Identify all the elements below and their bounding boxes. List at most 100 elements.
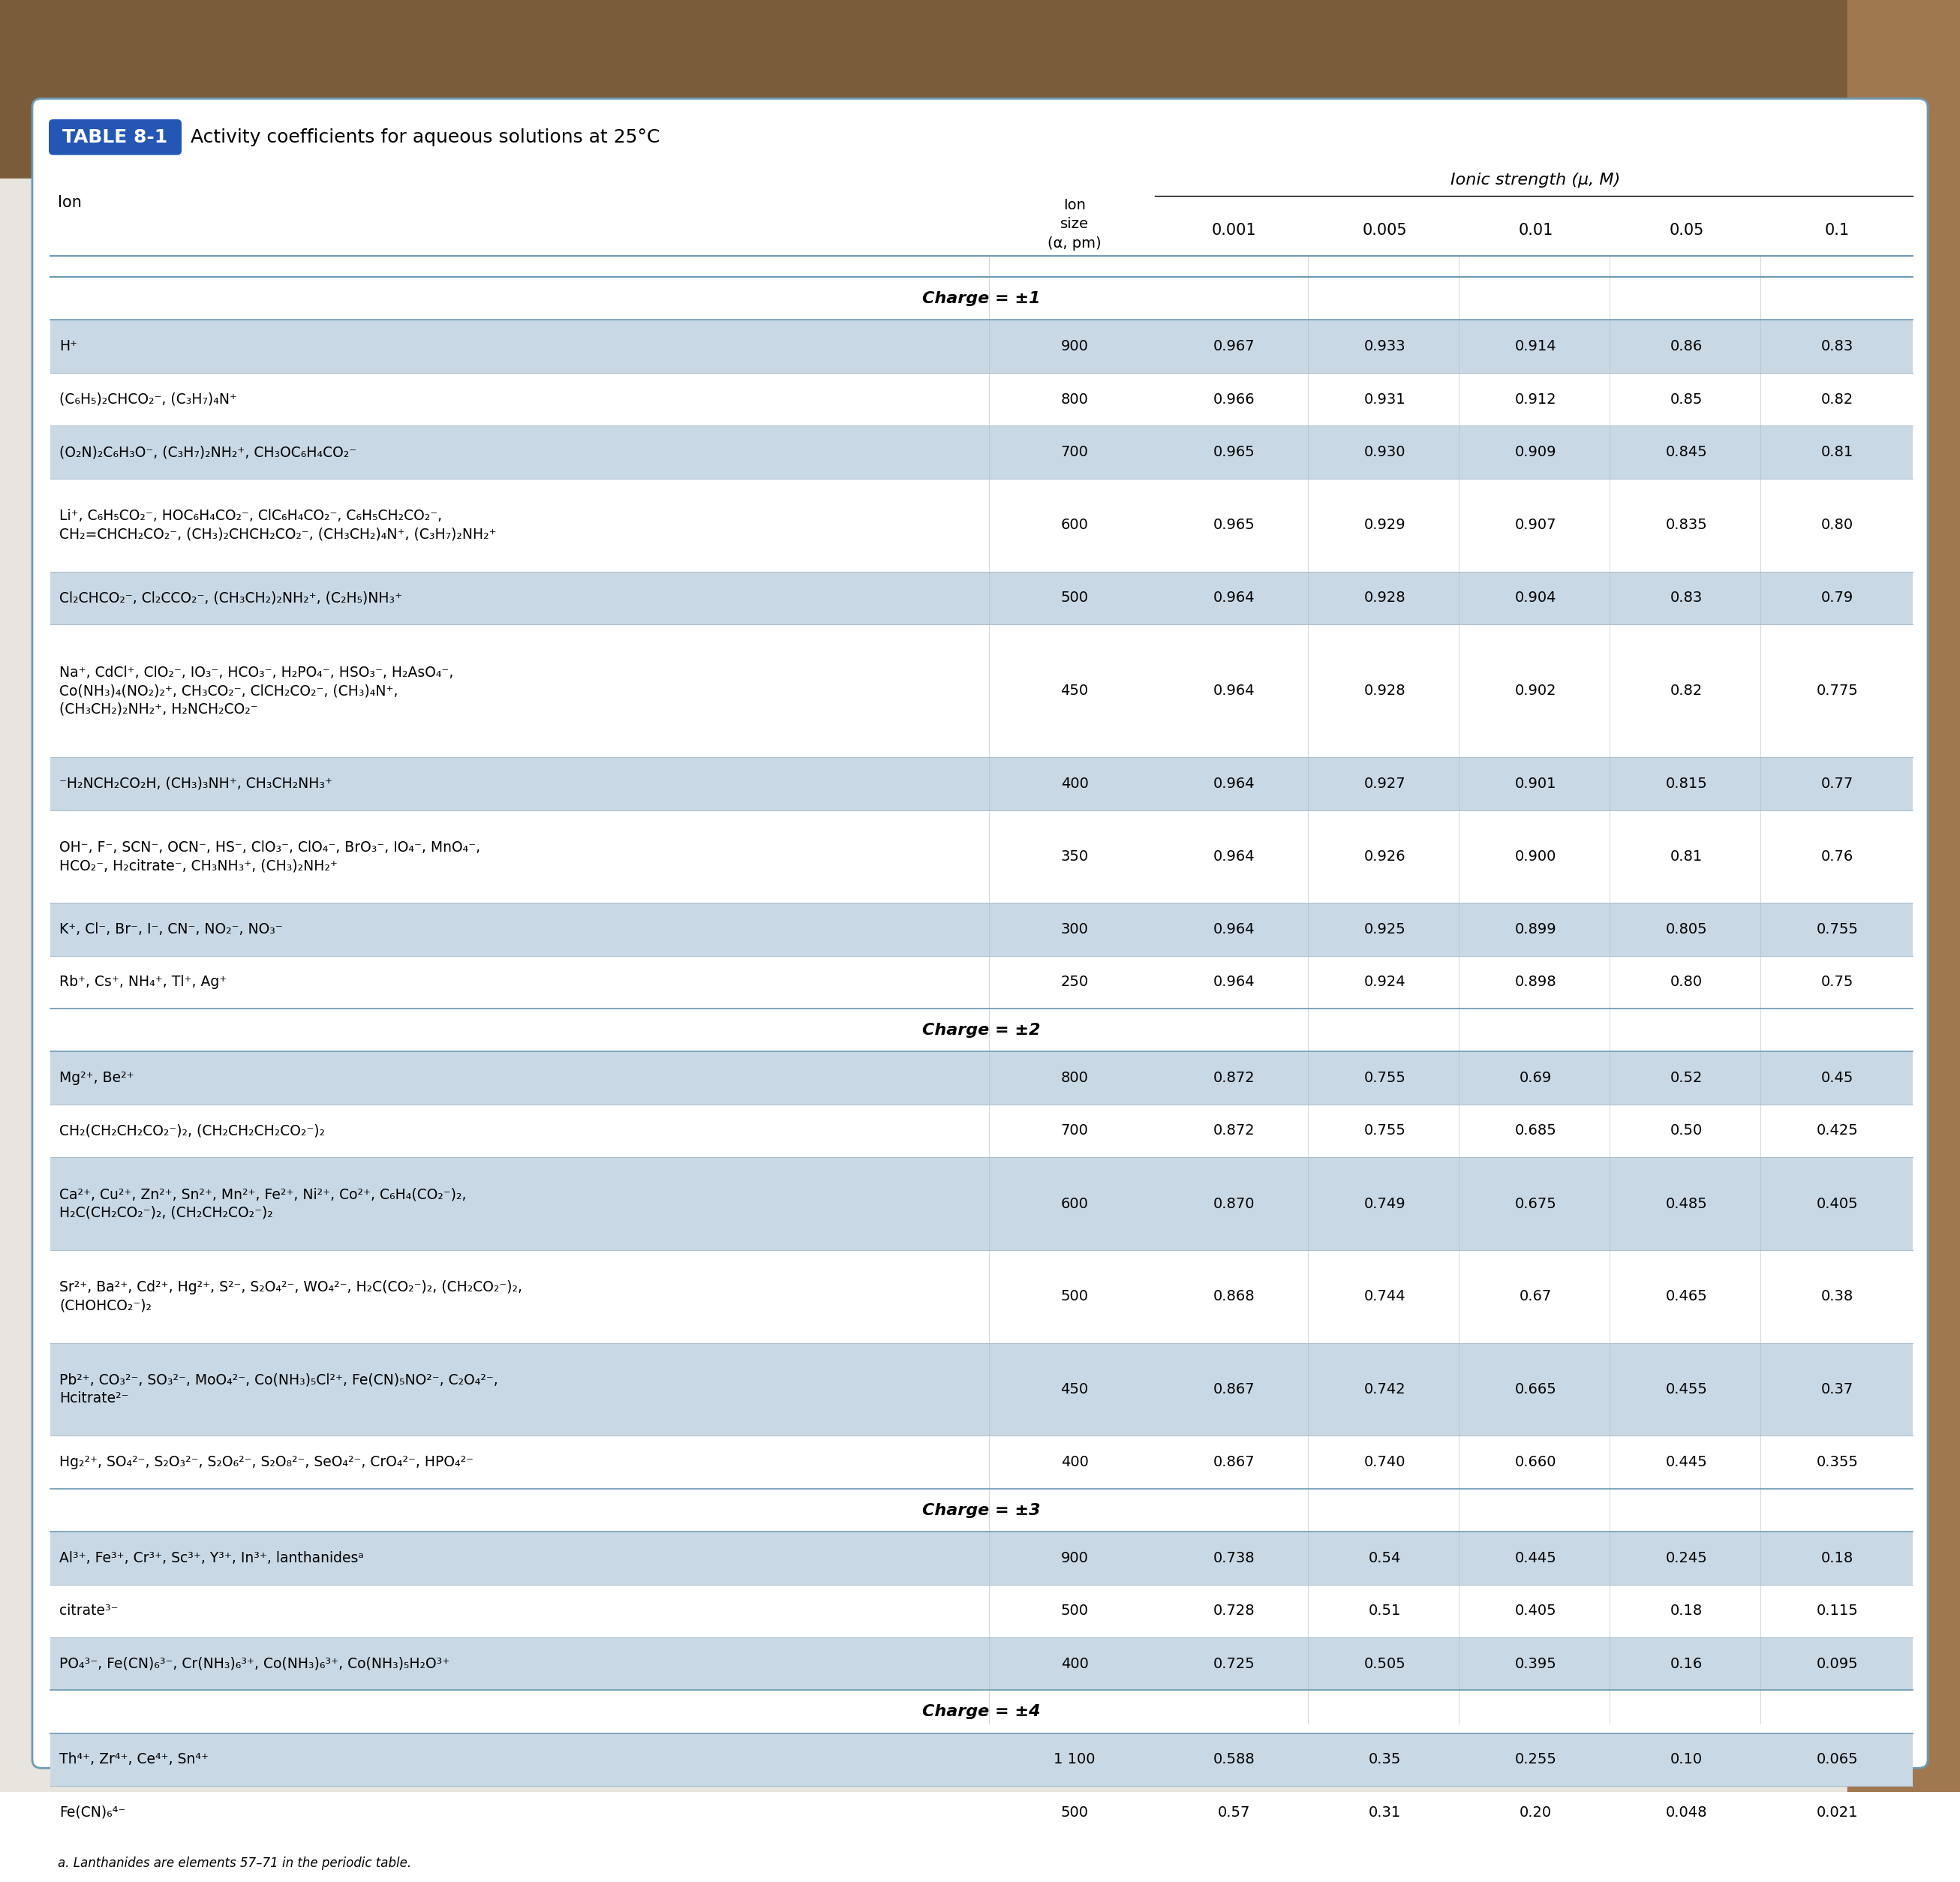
- Bar: [51, 320, 1913, 373]
- Text: 0.912: 0.912: [1515, 391, 1556, 407]
- Text: 0.05: 0.05: [1670, 222, 1703, 237]
- Text: 0.69: 0.69: [1519, 1071, 1552, 1086]
- Text: 0.835: 0.835: [1666, 518, 1707, 533]
- Text: 0.933: 0.933: [1364, 339, 1405, 354]
- Text: 0.742: 0.742: [1364, 1381, 1405, 1396]
- Text: size: size: [1060, 216, 1090, 231]
- Text: 0.900: 0.900: [1515, 849, 1556, 864]
- Text: 0.930: 0.930: [1364, 444, 1405, 459]
- Text: 0.738: 0.738: [1213, 1551, 1254, 1566]
- Bar: [51, 1009, 1913, 1052]
- Text: 0.965: 0.965: [1213, 518, 1254, 533]
- Text: 0.31: 0.31: [1368, 1805, 1401, 1820]
- Text: 0.38: 0.38: [1821, 1289, 1854, 1304]
- Text: 700: 700: [1060, 444, 1088, 459]
- Text: 0.588: 0.588: [1213, 1752, 1254, 1767]
- Text: 400: 400: [1060, 777, 1088, 790]
- Text: 0.928: 0.928: [1364, 683, 1405, 698]
- Text: 0.909: 0.909: [1515, 444, 1556, 459]
- Text: 0.964: 0.964: [1213, 683, 1254, 698]
- Text: OH⁻, F⁻, SCN⁻, OCN⁻, HS⁻, ClO₃⁻, ClO₄⁻, BrO₃⁻, IO₄⁻, MnO₄⁻,
HCO₂⁻, H₂citrate⁻, C: OH⁻, F⁻, SCN⁻, OCN⁻, HS⁻, ClO₃⁻, ClO₄⁻, …: [59, 839, 480, 873]
- Text: citrate³⁻: citrate³⁻: [59, 1603, 118, 1619]
- Text: Ion: Ion: [1064, 198, 1086, 213]
- Text: 0.445: 0.445: [1515, 1551, 1556, 1566]
- Text: Al³⁺, Fe³⁺, Cr³⁺, Sc³⁺, Y³⁺, In³⁺, lanthanidesᵃ: Al³⁺, Fe³⁺, Cr³⁺, Sc³⁺, Y³⁺, In³⁺, lanth…: [59, 1551, 365, 1566]
- Text: 0.925: 0.925: [1364, 922, 1405, 937]
- Text: Cl₂CHCO₂⁻, Cl₂CCO₂⁻, (CH₃CH₂)₂NH₂⁺, (C₂H₅)NH₃⁺: Cl₂CHCO₂⁻, Cl₂CCO₂⁻, (CH₃CH₂)₂NH₂⁺, (C₂H…: [59, 591, 402, 604]
- Text: 900: 900: [1060, 339, 1088, 354]
- Bar: [51, 1052, 1913, 1105]
- Text: 800: 800: [1060, 1071, 1088, 1086]
- Text: 0.465: 0.465: [1666, 1289, 1707, 1304]
- Text: Charge = ±4: Charge = ±4: [923, 1703, 1041, 1718]
- Text: 0.001: 0.001: [1211, 222, 1256, 237]
- Text: 0.54: 0.54: [1368, 1551, 1401, 1566]
- Text: 0.35: 0.35: [1368, 1752, 1401, 1767]
- Text: 0.80: 0.80: [1821, 518, 1854, 533]
- Text: Hg₂²⁺, SO₄²⁻, S₂O₃²⁻, S₂O₆²⁻, S₂O₈²⁻, SeO₄²⁻, CrO₄²⁻, HPO₄²⁻: Hg₂²⁺, SO₄²⁻, S₂O₃²⁻, S₂O₆²⁻, S₂O₈²⁻, Se…: [59, 1455, 474, 1470]
- Text: 0.675: 0.675: [1515, 1197, 1556, 1210]
- Text: 0.907: 0.907: [1515, 518, 1556, 533]
- Bar: [0, 0, 1960, 179]
- Bar: [51, 1157, 1913, 1250]
- Text: 0.395: 0.395: [1515, 1656, 1556, 1671]
- Text: 0.928: 0.928: [1364, 591, 1405, 604]
- Text: Mg²⁺, Be²⁺: Mg²⁺, Be²⁺: [59, 1071, 133, 1086]
- Text: 0.902: 0.902: [1515, 683, 1556, 698]
- Text: 0.845: 0.845: [1666, 444, 1707, 459]
- Text: 0.924: 0.924: [1364, 975, 1405, 990]
- Text: 0.51: 0.51: [1368, 1603, 1401, 1619]
- Bar: [51, 1637, 1913, 1690]
- Text: (α, pm): (α, pm): [1049, 237, 1102, 250]
- Text: Charge = ±3: Charge = ±3: [923, 1502, 1041, 1517]
- Text: 0.80: 0.80: [1670, 975, 1703, 990]
- Text: 250: 250: [1060, 975, 1088, 990]
- Text: 0.749: 0.749: [1364, 1197, 1405, 1210]
- Text: 500: 500: [1060, 1289, 1088, 1304]
- Text: 600: 600: [1060, 1197, 1088, 1210]
- Text: 1 100: 1 100: [1054, 1752, 1096, 1767]
- Text: 0.245: 0.245: [1666, 1551, 1707, 1566]
- Bar: [1848, 0, 1960, 1792]
- Text: 0.898: 0.898: [1515, 975, 1556, 990]
- Text: 0.728: 0.728: [1213, 1603, 1254, 1619]
- Text: 0.867: 0.867: [1213, 1381, 1254, 1396]
- Bar: [51, 425, 1913, 478]
- Text: 0.755: 0.755: [1817, 922, 1858, 937]
- Text: 400: 400: [1060, 1656, 1088, 1671]
- Text: 0.048: 0.048: [1666, 1805, 1707, 1820]
- Text: 0.85: 0.85: [1670, 391, 1703, 407]
- Text: Th⁴⁺, Zr⁴⁺, Ce⁴⁺, Sn⁴⁺: Th⁴⁺, Zr⁴⁺, Ce⁴⁺, Sn⁴⁺: [59, 1752, 208, 1767]
- Text: 0.1: 0.1: [1825, 222, 1850, 237]
- Text: 0.20: 0.20: [1519, 1805, 1552, 1820]
- Text: 0.485: 0.485: [1666, 1197, 1707, 1210]
- Text: Sr²⁺, Ba²⁺, Cd²⁺, Hg²⁺, S²⁻, S₂O₄²⁻, WO₄²⁻, H₂C(CO₂⁻)₂, (CH₂CO₂⁻)₂,
(CHOHCO₂⁻)₂: Sr²⁺, Ba²⁺, Cd²⁺, Hg²⁺, S²⁻, S₂O₄²⁻, WO₄…: [59, 1280, 521, 1314]
- Text: 0.021: 0.021: [1817, 1805, 1858, 1820]
- Text: Pb²⁺, CO₃²⁻, SO₃²⁻, MoO₄²⁻, Co(NH₃)₅Cl²⁺, Fe(CN)₅NO²⁻, C₂O₄²⁻,
Hcitrate²⁻: Pb²⁺, CO₃²⁻, SO₃²⁻, MoO₄²⁻, Co(NH₃)₅Cl²⁺…: [59, 1374, 498, 1406]
- Text: ⁻H₂NCH₂CO₂H, (CH₃)₃NH⁺, CH₃CH₂NH₃⁺: ⁻H₂NCH₂CO₂H, (CH₃)₃NH⁺, CH₃CH₂NH₃⁺: [59, 777, 333, 790]
- Text: 0.931: 0.931: [1364, 391, 1405, 407]
- Text: 0.665: 0.665: [1515, 1381, 1556, 1396]
- Text: 500: 500: [1060, 1805, 1088, 1820]
- Text: 0.904: 0.904: [1515, 591, 1556, 604]
- Text: 0.005: 0.005: [1362, 222, 1407, 237]
- Text: TABLE 8-1: TABLE 8-1: [63, 128, 169, 147]
- Text: 0.355: 0.355: [1817, 1455, 1858, 1470]
- Text: 0.115: 0.115: [1817, 1603, 1858, 1619]
- Bar: [51, 757, 1913, 809]
- Text: 0.740: 0.740: [1364, 1455, 1405, 1470]
- Text: Ionic strength (μ, M): Ionic strength (μ, M): [1450, 173, 1621, 188]
- Text: 300: 300: [1060, 922, 1088, 937]
- Text: 0.37: 0.37: [1821, 1381, 1854, 1396]
- Text: 0.10: 0.10: [1670, 1752, 1703, 1767]
- Text: 0.81: 0.81: [1821, 444, 1854, 459]
- Text: 0.870: 0.870: [1213, 1197, 1254, 1210]
- Text: 0.775: 0.775: [1817, 683, 1858, 698]
- Bar: [51, 1344, 1913, 1436]
- Text: 0.685: 0.685: [1515, 1124, 1556, 1139]
- Text: 0.964: 0.964: [1213, 591, 1254, 604]
- Text: 0.964: 0.964: [1213, 975, 1254, 990]
- Text: 350: 350: [1060, 849, 1088, 864]
- Bar: [51, 572, 1913, 625]
- Text: 500: 500: [1060, 1603, 1088, 1619]
